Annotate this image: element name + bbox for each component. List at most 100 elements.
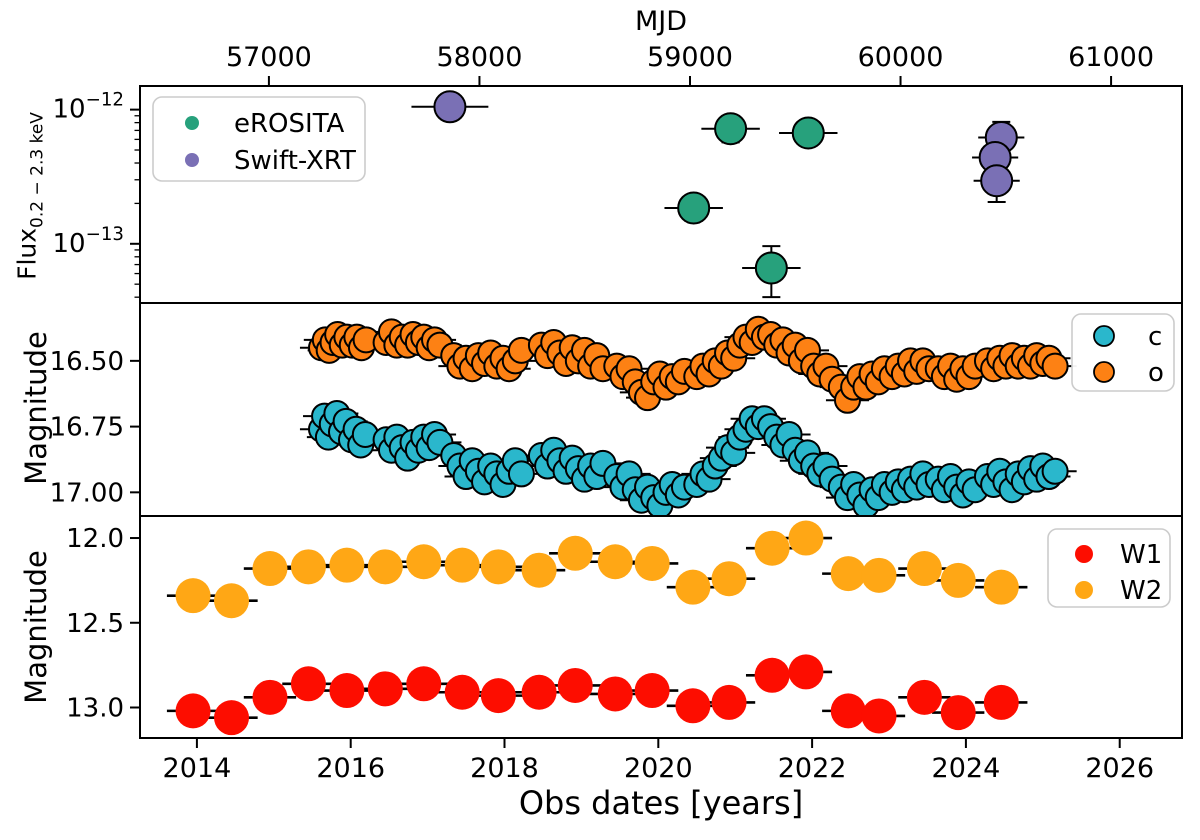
mjd-tick-label: 57000 (226, 42, 312, 73)
y-tick-label: 12.5 (66, 609, 124, 639)
series-o (299, 315, 1077, 414)
data-point (252, 679, 288, 715)
data-point (214, 583, 250, 619)
y-tick-label: 16.75 (50, 413, 124, 443)
y-axis-title-magnitude-middle: Magnitude (19, 331, 53, 485)
year-tick-label: 2016 (316, 753, 385, 784)
data-point (634, 545, 670, 581)
data-point (444, 547, 480, 583)
data-point (507, 460, 535, 488)
legend-label: W2 (1120, 576, 1162, 606)
legend-xray: eROSITA Swift-XRT (152, 96, 366, 182)
data-point (329, 673, 365, 709)
data-point (677, 191, 711, 225)
panel-xray: 10−12 10−13 eROSITA Swift-XRT (53, 85, 1183, 304)
data-point (1041, 352, 1069, 380)
markers (307, 399, 1069, 516)
data-point (444, 674, 480, 710)
markers (307, 315, 1069, 414)
mjd-tick-label: 58000 (437, 42, 523, 73)
data-point (788, 520, 824, 556)
data-point (830, 693, 866, 729)
data-point (634, 673, 670, 709)
data-point (711, 684, 747, 720)
y-tick-label: 16.50 (50, 347, 124, 377)
data-point (557, 667, 593, 703)
data-point (754, 657, 790, 693)
year-tick-label: 2026 (1085, 753, 1154, 784)
legend-marker (185, 153, 199, 167)
year-tick-label: 2022 (778, 753, 847, 784)
legend-marker (1093, 325, 1115, 347)
data-point (940, 562, 976, 598)
data-point (521, 674, 557, 710)
legend-atlas: co (1071, 313, 1175, 392)
data-point (791, 116, 825, 150)
y-tick-label: 12.0 (66, 524, 124, 554)
data-point (711, 561, 747, 597)
y-axis-title-magnitude-bottom: Magnitude (19, 550, 53, 704)
data-point (940, 695, 976, 731)
panel-frame (139, 515, 1183, 739)
data-point (367, 549, 403, 585)
legend-label: W1 (1120, 540, 1162, 570)
x-axis-bottom: 2014 2016 2018 2020 2022 2024 2026 (163, 738, 1154, 784)
data-point (406, 666, 442, 702)
flux-label-subscript: 0.2 − 2.3 keV (27, 112, 48, 228)
legend-marker (1075, 545, 1093, 563)
data-point (983, 684, 1019, 720)
data-point (290, 666, 326, 702)
year-tick-label: 2020 (624, 753, 693, 784)
data-point (830, 556, 866, 592)
y-axis-title-flux: Flux0.2 − 2.3 keV (13, 112, 48, 280)
year-tick-label: 2018 (470, 753, 539, 784)
series-w1 (166, 654, 1028, 736)
data-point (214, 700, 250, 736)
data-point (480, 549, 516, 585)
data-point (754, 530, 790, 566)
legend-label: Swift-XRT (234, 146, 356, 176)
legend-label: c (1148, 322, 1162, 352)
markers (175, 520, 1019, 619)
data-point (861, 557, 897, 593)
data-point (175, 578, 211, 614)
data-point (521, 552, 557, 588)
data-point (252, 551, 288, 587)
year-tick-label: 2024 (932, 753, 1001, 784)
year-tick-label: 2014 (163, 753, 232, 784)
data-point (906, 679, 942, 715)
y-tick-label: 10−12 (53, 90, 124, 125)
y-tick-label: 17.00 (50, 478, 124, 508)
data-point (675, 569, 711, 605)
legend-box (152, 96, 366, 182)
data-point (1041, 457, 1069, 485)
mjd-tick-label: 59000 (647, 42, 733, 73)
flux-label-main: Flux (12, 227, 42, 280)
panel-atlas: 16.50 16.75 17.00 co (50, 302, 1183, 517)
series-swift-xrt (411, 90, 1025, 203)
data-point (329, 547, 365, 583)
data-point (980, 164, 1014, 198)
legend-marker (1075, 581, 1093, 599)
data-point (861, 698, 897, 734)
mjd-tick-label: 60000 (858, 42, 944, 73)
series-w2 (166, 520, 1028, 619)
data-point (406, 544, 442, 580)
data-point (290, 549, 326, 585)
y-tick-label: 10−13 (53, 224, 124, 259)
data-point (433, 90, 467, 124)
legend-label: eROSITA (234, 109, 345, 139)
legend-marker (1093, 361, 1115, 383)
series-erosita (664, 112, 838, 299)
data-point (480, 678, 516, 714)
data-point (367, 671, 403, 707)
data-point (788, 654, 824, 690)
markers (175, 654, 1019, 736)
data-point (675, 688, 711, 724)
series-c (299, 399, 1077, 516)
x-axis-top-title: MJD (634, 6, 688, 37)
